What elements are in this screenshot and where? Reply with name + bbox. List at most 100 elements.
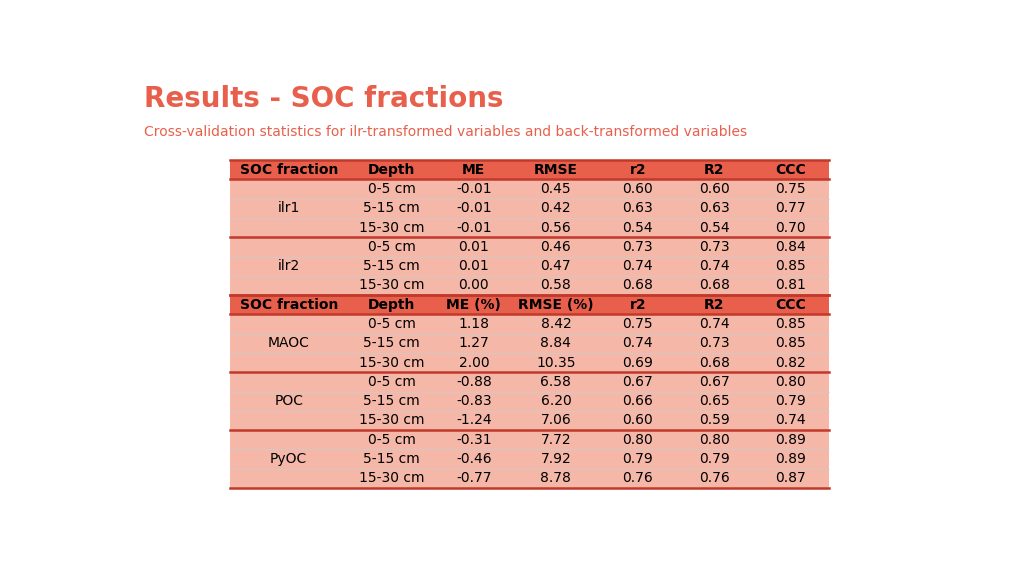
Text: 0.60: 0.60: [623, 182, 653, 196]
Text: 0.00: 0.00: [459, 278, 489, 293]
Text: -0.88: -0.88: [456, 375, 492, 389]
Text: 0-5 cm: 0-5 cm: [368, 240, 416, 254]
Bar: [229, 179, 828, 237]
Text: -0.31: -0.31: [456, 433, 492, 447]
Text: 0.79: 0.79: [699, 452, 730, 466]
Text: Cross-validation statistics for ilr-transformed variables and back-transformed v: Cross-validation statistics for ilr-tran…: [143, 124, 746, 139]
Text: 0.77: 0.77: [775, 201, 806, 215]
Text: 1.27: 1.27: [459, 336, 489, 350]
Text: 0.80: 0.80: [775, 375, 806, 389]
Text: r2: r2: [630, 298, 646, 312]
Text: 0.79: 0.79: [775, 394, 806, 408]
Text: 0.67: 0.67: [699, 375, 730, 389]
Text: -0.46: -0.46: [456, 452, 492, 466]
Text: 0.80: 0.80: [699, 433, 730, 447]
Text: ME: ME: [462, 162, 485, 177]
Text: 0.59: 0.59: [699, 414, 730, 427]
Text: 15-30 cm: 15-30 cm: [359, 471, 425, 486]
Text: 0-5 cm: 0-5 cm: [368, 433, 416, 447]
Text: 5-15 cm: 5-15 cm: [364, 259, 420, 273]
Bar: [229, 430, 828, 488]
Text: 0.54: 0.54: [699, 221, 729, 234]
Text: Results - SOC fractions: Results - SOC fractions: [143, 85, 504, 113]
Text: 6.58: 6.58: [541, 375, 571, 389]
Text: 7.06: 7.06: [541, 414, 571, 427]
Text: 5-15 cm: 5-15 cm: [364, 452, 420, 466]
Text: 10.35: 10.35: [537, 355, 575, 370]
Text: 0.89: 0.89: [775, 452, 806, 466]
Text: 7.72: 7.72: [541, 433, 571, 447]
Text: 0.68: 0.68: [623, 278, 653, 293]
Text: 0.76: 0.76: [699, 471, 730, 486]
Text: 0.82: 0.82: [775, 355, 806, 370]
Text: 0.47: 0.47: [541, 259, 571, 273]
Text: 0.74: 0.74: [623, 259, 653, 273]
Text: MAOC: MAOC: [268, 336, 309, 350]
Text: Depth: Depth: [368, 162, 416, 177]
Text: 0.81: 0.81: [775, 278, 806, 293]
Bar: [229, 237, 828, 295]
Text: 0.73: 0.73: [623, 240, 653, 254]
Bar: [229, 372, 828, 430]
Text: 0.84: 0.84: [775, 240, 806, 254]
Text: 15-30 cm: 15-30 cm: [359, 221, 425, 234]
Text: ME (%): ME (%): [446, 298, 502, 312]
Text: 0.01: 0.01: [459, 259, 489, 273]
Bar: [229, 295, 828, 314]
Text: R2: R2: [705, 298, 725, 312]
Text: -0.77: -0.77: [456, 471, 492, 486]
Text: 7.92: 7.92: [541, 452, 571, 466]
Text: 0.67: 0.67: [623, 375, 653, 389]
Text: 0.74: 0.74: [775, 414, 806, 427]
Text: 8.84: 8.84: [541, 336, 571, 350]
Text: 5-15 cm: 5-15 cm: [364, 336, 420, 350]
Text: 0.42: 0.42: [541, 201, 571, 215]
Text: -0.01: -0.01: [456, 182, 492, 196]
Text: 0.74: 0.74: [699, 259, 729, 273]
Text: 0.80: 0.80: [623, 433, 653, 447]
Text: 0.46: 0.46: [541, 240, 571, 254]
Text: 0.68: 0.68: [698, 355, 730, 370]
Text: ilr1: ilr1: [278, 201, 300, 215]
Text: 0.87: 0.87: [775, 471, 806, 486]
Text: 0.65: 0.65: [699, 394, 730, 408]
Text: 0.85: 0.85: [775, 317, 806, 331]
Text: RMSE: RMSE: [534, 162, 578, 177]
Text: POC: POC: [274, 394, 303, 408]
Text: 0.01: 0.01: [459, 240, 489, 254]
Text: 0.85: 0.85: [775, 336, 806, 350]
Text: -0.01: -0.01: [456, 221, 492, 234]
Text: 5-15 cm: 5-15 cm: [364, 201, 420, 215]
Text: -0.83: -0.83: [456, 394, 492, 408]
Text: 0.76: 0.76: [623, 471, 653, 486]
Text: 0-5 cm: 0-5 cm: [368, 317, 416, 331]
Text: 5-15 cm: 5-15 cm: [364, 394, 420, 408]
Text: 0.75: 0.75: [775, 182, 806, 196]
Text: ilr2: ilr2: [278, 259, 300, 273]
Text: CCC: CCC: [775, 298, 806, 312]
Text: 0.74: 0.74: [699, 317, 729, 331]
Bar: [229, 160, 828, 179]
Text: 0.58: 0.58: [541, 278, 571, 293]
Text: 8.42: 8.42: [541, 317, 571, 331]
Text: RMSE (%): RMSE (%): [518, 298, 594, 312]
Text: 0.60: 0.60: [623, 414, 653, 427]
Text: SOC fraction: SOC fraction: [240, 298, 338, 312]
Bar: [229, 314, 828, 372]
Text: 0-5 cm: 0-5 cm: [368, 375, 416, 389]
Text: 0.68: 0.68: [698, 278, 730, 293]
Text: 0.74: 0.74: [623, 336, 653, 350]
Text: Depth: Depth: [368, 298, 416, 312]
Text: 0.45: 0.45: [541, 182, 571, 196]
Text: 0.63: 0.63: [699, 201, 730, 215]
Text: 1.18: 1.18: [459, 317, 489, 331]
Text: 0.73: 0.73: [699, 336, 729, 350]
Text: r2: r2: [630, 162, 646, 177]
Text: CCC: CCC: [775, 162, 806, 177]
Text: 15-30 cm: 15-30 cm: [359, 414, 425, 427]
Text: 0.70: 0.70: [775, 221, 806, 234]
Text: R2: R2: [705, 162, 725, 177]
Text: 0.63: 0.63: [623, 201, 653, 215]
Text: 15-30 cm: 15-30 cm: [359, 278, 425, 293]
Text: -1.24: -1.24: [456, 414, 492, 427]
